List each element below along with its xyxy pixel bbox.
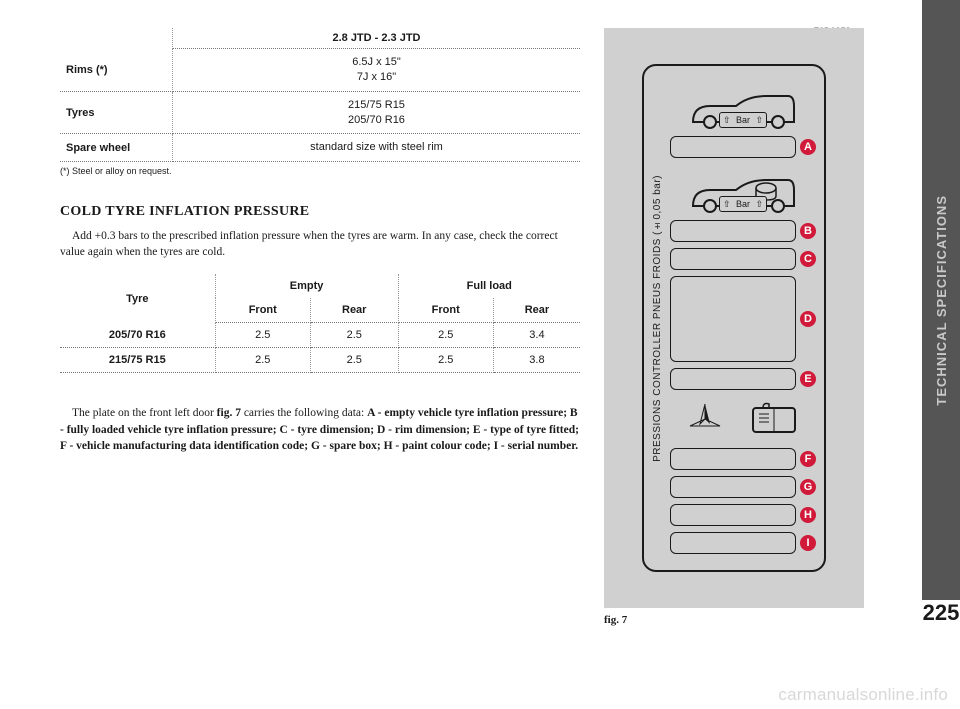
badge-H: H — [800, 507, 816, 523]
pressure-table: Tyre Empty Full load Front Rear Front Re… — [60, 274, 580, 373]
arrow-up-icon: ⇧ — [755, 116, 763, 125]
plate-slot-tall — [670, 276, 796, 362]
legend-mid: carries the following data: — [241, 407, 367, 419]
press-val: 2.5 — [215, 323, 310, 348]
spec-row-label: Spare wheel — [60, 134, 173, 162]
plate-slot — [670, 248, 796, 270]
figure-caption: fig. 7 — [604, 614, 864, 626]
picto-icons-row — [670, 396, 816, 442]
watermark: carmanualsonline.info — [778, 685, 948, 705]
side-tab: TECHNICAL SPECIFICATIONS — [922, 0, 960, 600]
page-number: 225 — [922, 600, 960, 626]
picto-empty-car: ⇧ Bar ⇧ — [670, 76, 816, 130]
compass-icon — [688, 402, 722, 436]
plate-slot — [670, 220, 796, 242]
press-sub-rear: Rear — [493, 298, 580, 323]
spec-row-value: standard size with steel rim — [173, 134, 581, 162]
spec-row-label: Rims (*) — [60, 49, 173, 92]
press-val: 3.8 — [493, 348, 580, 373]
badge-E: E — [800, 371, 816, 387]
spec-header: 2.8 JTD - 2.3 JTD — [173, 28, 581, 49]
arrow-up-icon: ⇧ — [723, 116, 731, 125]
badge-F: F — [800, 451, 816, 467]
plate-slot — [670, 532, 796, 554]
press-col-tyre: Tyre — [60, 274, 215, 323]
legend-pre: The plate on the front left door — [72, 407, 217, 419]
cold-paragraph: Add +0.3 bars to the prescribed inflatio… — [60, 228, 580, 260]
badge-I: I — [800, 535, 816, 551]
plate-vertical-text-wrap: PRESSIONS CONTROLLER PNEUS FROIDS (±0,05… — [644, 66, 670, 570]
plate-slot — [670, 504, 796, 526]
figure-panel: PRESSIONS CONTROLLER PNEUS FROIDS (±0,05… — [604, 28, 864, 608]
press-val: 2.5 — [310, 323, 398, 348]
plate-slot — [670, 368, 796, 390]
badge-G: G — [800, 479, 816, 495]
arrow-up-icon: ⇧ — [755, 200, 763, 209]
badge-B: B — [800, 223, 816, 239]
plate-slot — [670, 476, 796, 498]
badge-C: C — [800, 251, 816, 267]
spec-footnote: (*) Steel or alloy on request. — [60, 166, 580, 176]
spec-row-value: 215/75 R15205/70 R16 — [173, 91, 581, 134]
press-group-empty: Empty — [215, 274, 398, 298]
plate-slot — [670, 136, 796, 158]
press-val: 2.5 — [398, 323, 493, 348]
legend-C: C - tyre dimension; — [279, 424, 377, 436]
press-sub-rear: Rear — [310, 298, 398, 323]
plate-vertical-text: PRESSIONS CONTROLLER PNEUS FROIDS (±0,05… — [652, 175, 663, 462]
legend-G: G - spare box; — [311, 440, 384, 452]
bar-label: Bar — [736, 115, 750, 125]
tyre-plate: PRESSIONS CONTROLLER PNEUS FROIDS (±0,05… — [642, 64, 826, 572]
bar-label: Bar — [736, 199, 750, 209]
press-val: 2.5 — [398, 348, 493, 373]
legend-F: F - vehicle manufacturing data identific… — [60, 440, 311, 452]
cold-heading: COLD TYRE INFLATION PRESSURE — [60, 204, 580, 220]
legend-H: H - paint colour code; — [384, 440, 494, 452]
spec-row-label: Tyres — [60, 91, 173, 134]
legend-A: A - empty vehicle tyre inflation pressur… — [367, 407, 570, 419]
picto-loaded-car: ⇧ Bar ⇧ — [670, 164, 816, 214]
press-sub-front: Front — [398, 298, 493, 323]
press-val: 3.4 — [493, 323, 580, 348]
legend-E: E - type of tyre fitted; — [473, 424, 579, 436]
arrow-up-icon: ⇧ — [723, 200, 731, 209]
spec-table: 2.8 JTD - 2.3 JTD Rims (*) 6.5J x 15"7J … — [60, 28, 580, 162]
plate-slot — [670, 448, 796, 470]
badge-A: A — [800, 139, 816, 155]
press-tyre: 205/70 R16 — [60, 323, 215, 348]
legend-D: D - rim dimension; — [377, 424, 473, 436]
legend-fig-ref: fig. 7 — [217, 407, 241, 419]
spec-row-value: 6.5J x 15"7J x 16" — [173, 49, 581, 92]
manual-icon — [749, 402, 799, 436]
badge-D: D — [800, 311, 816, 327]
legend-I: I - serial number. — [494, 440, 579, 452]
side-tab-label: TECHNICAL SPECIFICATIONS — [934, 195, 949, 406]
press-tyre: 215/75 R15 — [60, 348, 215, 373]
press-sub-front: Front — [215, 298, 310, 323]
plate-legend-paragraph: The plate on the front left door fig. 7 … — [60, 405, 580, 453]
press-val: 2.5 — [310, 348, 398, 373]
press-val: 2.5 — [215, 348, 310, 373]
press-group-full: Full load — [398, 274, 580, 298]
